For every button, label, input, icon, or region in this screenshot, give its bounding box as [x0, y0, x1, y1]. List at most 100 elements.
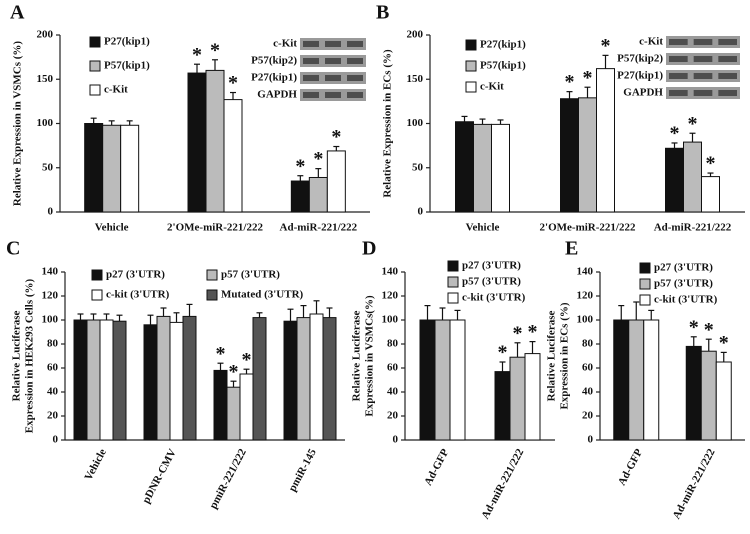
bar [613, 319, 630, 441]
blot-lane [325, 41, 341, 47]
significance-mark: * [513, 322, 523, 344]
x-tick-label: Vehicle [82, 447, 109, 483]
blot-lane [693, 90, 713, 96]
bar [509, 356, 526, 441]
blot-lane [303, 41, 319, 47]
significance-mark: * [242, 349, 252, 371]
y-tick-label: 200 [407, 29, 424, 41]
y-axis-title: Expression in HEK293 Cells (%) [24, 278, 36, 433]
significance-mark: * [192, 44, 202, 66]
y-tick-label: 80 [47, 338, 59, 350]
bar [715, 361, 732, 441]
bar [683, 141, 702, 213]
bar [628, 319, 645, 441]
legend-label: p27 (3'UTR) [106, 269, 165, 281]
bar [524, 353, 541, 441]
bar [156, 315, 171, 441]
legend-swatch [91, 289, 103, 301]
legend-swatch [91, 269, 103, 281]
significance-mark: * [704, 319, 714, 341]
bar [223, 99, 243, 213]
blot-lane [325, 92, 341, 98]
y-tick-label: 80 [387, 338, 399, 350]
bar [290, 180, 310, 213]
legend-label: p57 (3'UTR) [221, 269, 280, 281]
legend-label: P27(kip1) [480, 39, 526, 51]
significance-mark: * [216, 343, 226, 365]
blot-label: GAPDH [257, 89, 297, 101]
panel-letter: D [362, 238, 376, 260]
bar [169, 321, 184, 441]
y-axis-title: Relative Luciferase [11, 311, 23, 402]
legend-swatch [639, 262, 651, 274]
significance-mark: * [528, 321, 538, 343]
bar [326, 150, 346, 213]
y-tick-label: 60 [582, 362, 594, 374]
blot-label: P27(kip1) [617, 70, 663, 82]
blot-lane [303, 92, 319, 98]
y-axis-title: Expression in VSMCs(%) [364, 295, 376, 417]
y-tick-label: 60 [387, 362, 399, 374]
x-tick-label: Ad-GFP [616, 447, 645, 488]
panel-letter: E [565, 238, 578, 260]
bar [73, 319, 88, 441]
blot-lane [718, 56, 737, 62]
significance-mark: * [210, 39, 220, 61]
y-tick-label: 120 [577, 290, 594, 302]
bar [309, 313, 324, 441]
y-tick-label: 50 [412, 161, 424, 173]
y-tick-label: 140 [382, 266, 399, 278]
bar [308, 176, 328, 213]
bar [226, 386, 241, 441]
significance-mark: * [670, 123, 680, 145]
bar [213, 369, 228, 441]
blot-lane [669, 56, 688, 62]
bar [252, 317, 267, 441]
bar [187, 72, 207, 213]
panel-letter: C [6, 238, 20, 260]
legend-label: c-Kit [104, 84, 128, 96]
y-axis-title: Expression in ECs (%) [559, 302, 571, 409]
panel-letter: A [10, 2, 25, 24]
bar [700, 350, 717, 441]
y-tick-label: 100 [37, 117, 54, 129]
legend-swatch [465, 60, 477, 72]
blot-lane [325, 75, 341, 81]
bar [112, 320, 127, 441]
legend-label: c-kit (3'UTR) [462, 292, 526, 304]
blot-lane [693, 39, 713, 45]
y-tick-label: 40 [582, 386, 594, 398]
blot-lane [718, 90, 737, 96]
significance-mark: * [689, 316, 699, 338]
x-tick-label: Vehicle [466, 222, 500, 234]
legend-label: p57 (3'UTR) [654, 278, 713, 290]
y-tick-label: 50 [42, 161, 54, 173]
y-tick-label: 100 [42, 314, 59, 326]
significance-mark: * [295, 155, 305, 177]
bar [322, 317, 337, 441]
blot-label: c-Kit [273, 38, 297, 50]
bar [419, 319, 436, 441]
y-tick-label: 0 [418, 206, 424, 218]
y-tick-label: 20 [47, 410, 59, 422]
bar [239, 373, 254, 441]
legend-swatch [89, 84, 101, 96]
y-tick-label: 60 [47, 362, 59, 374]
legend-swatch [465, 39, 477, 51]
significance-mark: * [229, 361, 239, 383]
bar [143, 324, 158, 441]
y-tick-label: 100 [577, 314, 594, 326]
bar [560, 98, 579, 213]
legend-swatch [206, 289, 218, 301]
bar [434, 319, 451, 441]
y-tick-label: 40 [47, 386, 59, 398]
panel-letter: B [376, 2, 389, 24]
blot-lane [718, 39, 737, 45]
y-tick-label: 20 [387, 410, 399, 422]
blot-label: P57(kip2) [251, 55, 297, 67]
blot-label: c-Kit [639, 36, 663, 48]
legend-swatch [89, 36, 101, 48]
y-tick-label: 80 [582, 338, 594, 350]
blot-lane [347, 75, 363, 81]
